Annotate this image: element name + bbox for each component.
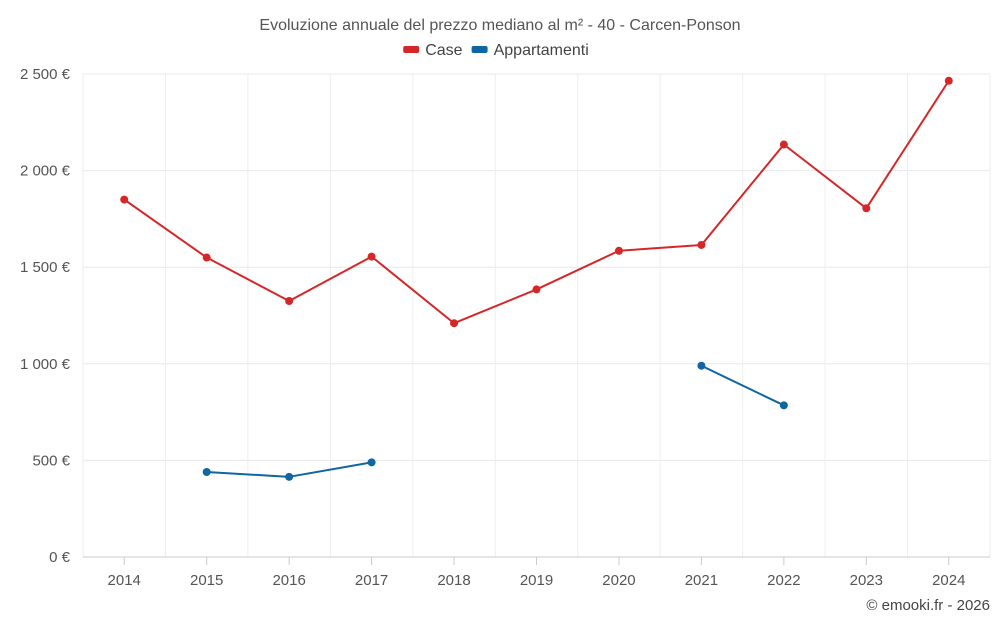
series-layer [120, 76, 953, 481]
data-point-case [614, 246, 623, 255]
data-point-case [779, 140, 788, 149]
y-tick-label: 1 000 € [20, 356, 71, 373]
y-tick-label: 2 500 € [20, 66, 71, 83]
data-point-case [532, 285, 541, 294]
data-point-case [285, 297, 294, 306]
grid [82, 73, 991, 557]
legend-label-case: Case [425, 42, 462, 59]
data-point-case [862, 204, 871, 213]
series-line-appartamenti [700, 364, 785, 407]
data-point-case [202, 253, 211, 262]
data-point-appartamenti [285, 472, 294, 481]
legend-swatch-appartamenti [471, 46, 488, 53]
legend-label-appartamenti: Appartamenti [494, 42, 589, 59]
x-tick-label: 2019 [520, 572, 553, 589]
data-point-appartamenti [202, 467, 211, 476]
data-point-case [120, 195, 129, 204]
x-tick-label: 2020 [602, 572, 635, 589]
data-point-appartamenti [697, 361, 706, 370]
x-tick-label: 2014 [108, 572, 141, 589]
y-tick-label: 500 € [32, 452, 70, 469]
axes: 0 € 500 € 1 000 € 1 500 € 2 000 € 2 500 € 2014… [20, 66, 990, 589]
x-tick-label: 2018 [437, 572, 470, 589]
x-tick-label: 2017 [355, 572, 388, 589]
data-point-appartamenti [779, 401, 788, 410]
x-tick-label: 2016 [272, 572, 305, 589]
y-tick-label: 0 € [49, 549, 71, 566]
y-tick-label: 2 000 € [20, 163, 71, 180]
x-tick-label: 2024 [932, 572, 965, 589]
legend: Case Appartamenti [403, 42, 589, 59]
data-point-case [367, 252, 376, 261]
x-tick-label: 2021 [685, 572, 718, 589]
data-point-case [697, 240, 706, 249]
y-tick-label: 1 500 € [20, 259, 71, 276]
data-point-case [944, 76, 953, 85]
data-point-case [450, 319, 459, 328]
credit-text: © emooki.fr - 2026 [866, 597, 990, 614]
data-point-appartamenti [367, 458, 376, 467]
x-tick-label: 2022 [767, 572, 800, 589]
x-tick-label: 2023 [850, 572, 883, 589]
legend-swatch-case [403, 46, 420, 53]
chart-title: Evoluzione annuale del prezzo mediano al… [259, 17, 740, 34]
x-tick-label: 2015 [190, 572, 223, 589]
